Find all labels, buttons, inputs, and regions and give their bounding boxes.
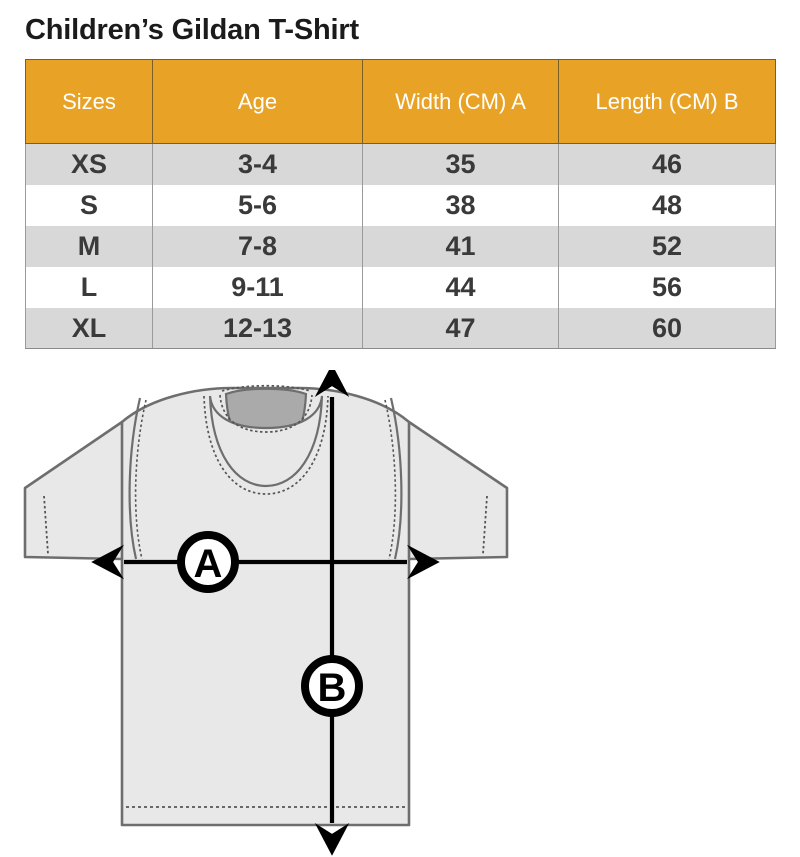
length-badge-label: B (318, 666, 347, 710)
cell-length: 48 (558, 184, 776, 226)
cell-size: XS (25, 143, 153, 185)
column-header-length: Length (CM) B (558, 59, 776, 144)
left-armhole-seam-icon (128, 397, 142, 560)
table-row: L 9-11 44 56 (25, 266, 776, 308)
cell-length: 60 (558, 307, 776, 349)
cell-length: 52 (558, 225, 776, 267)
width-badge-label: A (194, 542, 223, 586)
right-sleeve-shape (402, 420, 509, 561)
cell-age: 12-13 (152, 307, 363, 349)
page-title: Children’s Gildan T-Shirt (25, 14, 359, 46)
cell-width: 35 (362, 143, 559, 185)
collar-inner-stitch-icon (219, 394, 313, 433)
cell-width: 38 (362, 184, 559, 226)
column-header-sizes: Sizes (25, 59, 153, 144)
cell-age: 5-6 (152, 184, 363, 226)
cell-width: 41 (362, 225, 559, 267)
table-header-row: Sizes Age Width (CM) A Length (CM) B (25, 59, 776, 144)
column-header-age: Age (152, 59, 363, 144)
cell-width: 44 (362, 266, 559, 308)
left-sleeve-shape (23, 420, 129, 561)
cell-length: 46 (558, 143, 776, 185)
size-chart-table-container: Sizes Age Width (CM) A Length (CM) B XS … (25, 59, 776, 349)
size-chart-table: Sizes Age Width (CM) A Length (CM) B XS … (25, 59, 776, 349)
table-row: M 7-8 41 52 (25, 225, 776, 267)
right-armhole-seam-icon (389, 397, 403, 560)
cell-size: XL (25, 307, 153, 349)
length-badge-b: B (301, 655, 363, 717)
table-row: XS 3-4 35 46 (25, 143, 776, 185)
column-header-width: Width (CM) A (362, 59, 559, 144)
cell-size: M (25, 225, 153, 267)
table-row: XL 12-13 47 60 (25, 307, 776, 349)
neck-tape-stitch-icon (221, 384, 311, 392)
cell-length: 56 (558, 266, 776, 308)
cell-size: S (25, 184, 153, 226)
cell-width: 47 (362, 307, 559, 349)
table-row: S 5-6 38 48 (25, 184, 776, 226)
cell-age: 3-4 (152, 143, 363, 185)
width-badge-a: A (177, 531, 239, 593)
cell-age: 7-8 (152, 225, 363, 267)
cell-size: L (25, 266, 153, 308)
tshirt-diagram: A B (0, 370, 800, 857)
cell-age: 9-11 (152, 266, 363, 308)
